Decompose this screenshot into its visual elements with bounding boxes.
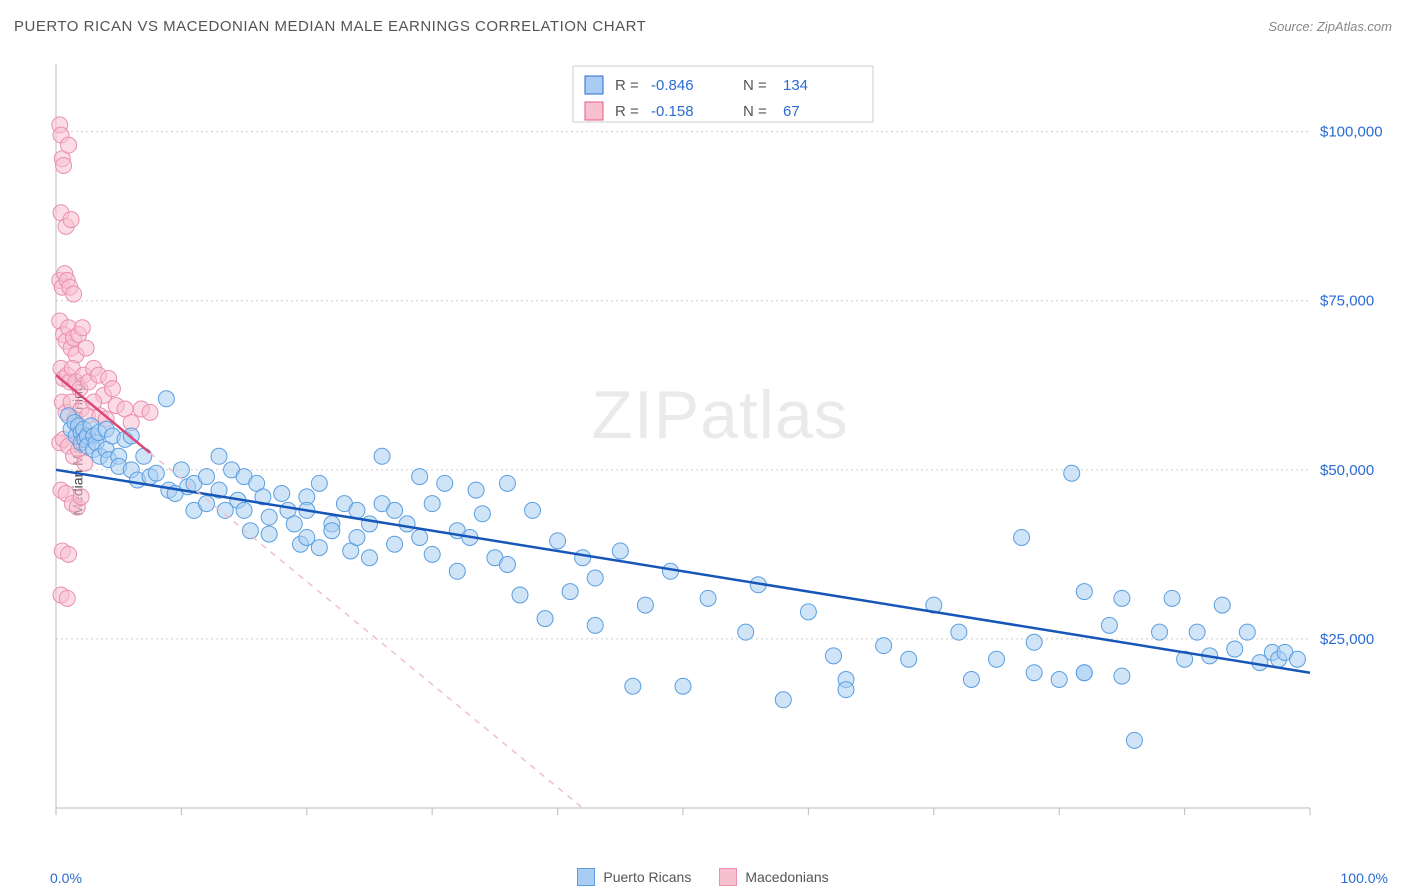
svg-text:67: 67 [783, 103, 800, 120]
svg-text:$25,000: $25,000 [1320, 631, 1374, 648]
svg-text:N =: N = [743, 77, 767, 94]
legend-label: Puerto Ricans [603, 869, 691, 885]
svg-text:R =: R = [615, 77, 639, 94]
svg-text:R =: R = [615, 103, 639, 120]
svg-text:$75,000: $75,000 [1320, 293, 1374, 310]
svg-text:134: 134 [783, 77, 808, 94]
chart-source: Source: ZipAtlas.com [1268, 19, 1392, 34]
bottom-legend: Puerto Ricans Macedonians [0, 868, 1406, 886]
legend-item-puerto-ricans: Puerto Ricans [577, 868, 691, 886]
svg-text:N =: N = [743, 103, 767, 120]
svg-text:-0.846: -0.846 [651, 77, 694, 94]
svg-text:-0.158: -0.158 [651, 103, 694, 120]
plot-area: $25,000 $50,000 $75,000 $100,000 R = -0.846 N … [50, 56, 1390, 836]
svg-text:$50,000: $50,000 [1320, 462, 1374, 479]
scatter-plot-svg: $25,000 $50,000 $75,000 $100,000 R = -0.846 N … [50, 56, 1390, 836]
source-prefix: Source: [1268, 19, 1313, 34]
chart-title: PUERTO RICAN VS MACEDONIAN MEDIAN MALE E… [14, 18, 646, 35]
chart-header: PUERTO RICAN VS MACEDONIAN MEDIAN MALE E… [14, 18, 1392, 35]
legend-item-macedonians: Macedonians [719, 868, 828, 886]
legend-swatch-icon [577, 868, 595, 886]
legend-swatch-icon [719, 868, 737, 886]
svg-text:$100,000: $100,000 [1320, 124, 1383, 141]
source-name: ZipAtlas.com [1317, 19, 1392, 34]
legend-label: Macedonians [745, 869, 828, 885]
